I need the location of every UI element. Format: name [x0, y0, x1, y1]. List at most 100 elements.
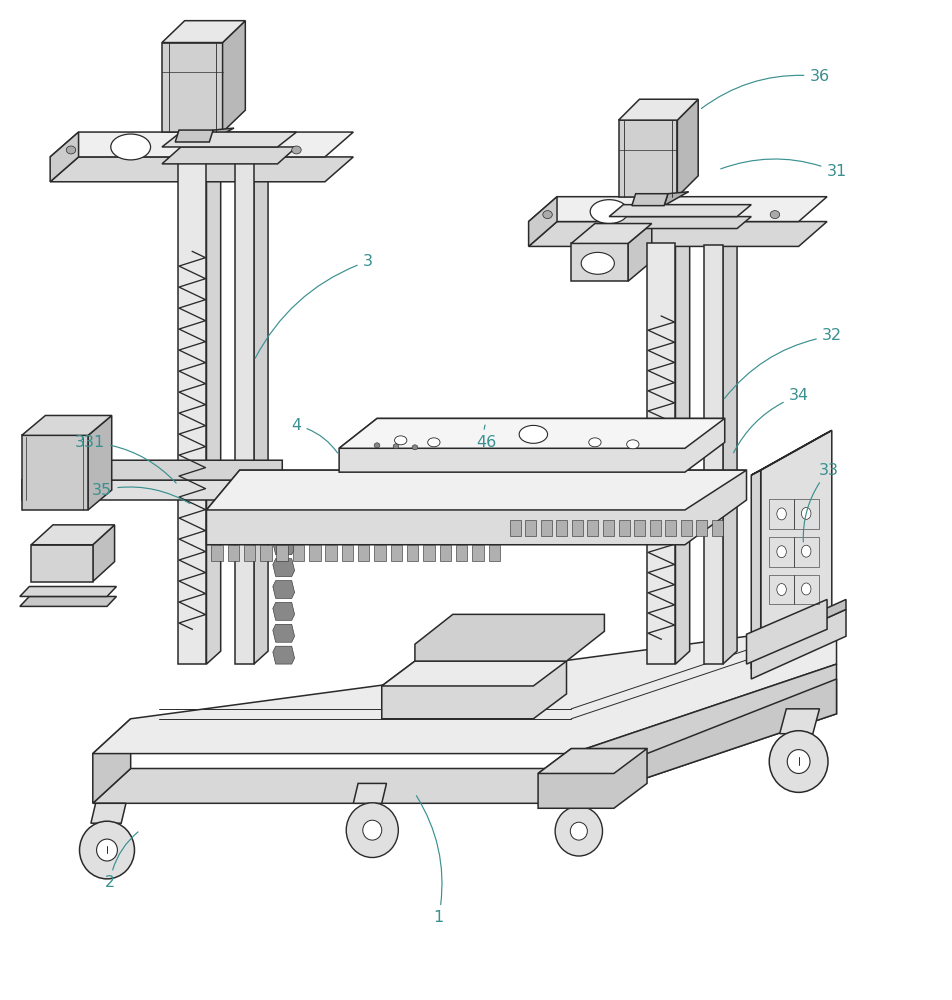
- Polygon shape: [244, 545, 255, 561]
- Polygon shape: [618, 520, 629, 536]
- Ellipse shape: [110, 134, 150, 160]
- Polygon shape: [528, 222, 826, 246]
- Ellipse shape: [291, 146, 301, 154]
- Ellipse shape: [581, 252, 614, 274]
- Ellipse shape: [801, 583, 810, 595]
- Ellipse shape: [519, 425, 547, 443]
- Ellipse shape: [801, 545, 810, 557]
- Polygon shape: [704, 245, 722, 664]
- Ellipse shape: [543, 211, 552, 219]
- Polygon shape: [750, 599, 845, 652]
- Bar: [793, 499, 818, 529]
- Ellipse shape: [776, 546, 785, 558]
- Polygon shape: [92, 624, 836, 754]
- Polygon shape: [488, 545, 500, 561]
- Polygon shape: [631, 194, 667, 206]
- Polygon shape: [272, 559, 294, 577]
- Text: 4: 4: [291, 418, 337, 453]
- Ellipse shape: [346, 803, 398, 858]
- Text: 32: 32: [724, 328, 841, 398]
- Text: 331: 331: [75, 435, 176, 483]
- Polygon shape: [677, 99, 698, 197]
- Polygon shape: [538, 749, 646, 808]
- Polygon shape: [528, 197, 826, 222]
- Polygon shape: [308, 545, 320, 561]
- Bar: [793, 575, 818, 604]
- Polygon shape: [31, 545, 92, 582]
- Polygon shape: [31, 525, 114, 545]
- Text: 31: 31: [720, 159, 845, 179]
- Polygon shape: [207, 150, 221, 664]
- Polygon shape: [209, 128, 233, 142]
- Polygon shape: [618, 99, 698, 120]
- Polygon shape: [570, 224, 651, 243]
- Polygon shape: [272, 646, 294, 664]
- Polygon shape: [228, 545, 239, 561]
- Bar: [768, 575, 793, 604]
- Text: 2: 2: [105, 832, 138, 890]
- Polygon shape: [750, 609, 845, 679]
- Polygon shape: [353, 783, 387, 803]
- Polygon shape: [223, 21, 245, 132]
- Polygon shape: [586, 520, 598, 536]
- Polygon shape: [711, 520, 723, 536]
- Polygon shape: [570, 679, 836, 803]
- Text: 1: 1: [416, 796, 444, 925]
- Bar: [768, 537, 793, 567]
- Ellipse shape: [801, 507, 810, 519]
- Polygon shape: [675, 232, 689, 664]
- Polygon shape: [339, 418, 724, 472]
- Polygon shape: [538, 749, 646, 773]
- Polygon shape: [22, 460, 282, 480]
- Polygon shape: [272, 602, 294, 620]
- Polygon shape: [608, 205, 750, 217]
- Ellipse shape: [79, 821, 134, 879]
- Ellipse shape: [393, 444, 398, 449]
- Polygon shape: [90, 803, 126, 823]
- Polygon shape: [603, 520, 613, 536]
- Polygon shape: [528, 197, 557, 246]
- Polygon shape: [608, 217, 750, 229]
- Polygon shape: [272, 515, 294, 533]
- Polygon shape: [571, 520, 583, 536]
- Polygon shape: [664, 520, 676, 536]
- Text: 3: 3: [255, 254, 372, 358]
- Polygon shape: [556, 520, 566, 536]
- Ellipse shape: [96, 839, 117, 861]
- Polygon shape: [162, 21, 245, 43]
- Polygon shape: [92, 525, 114, 582]
- Polygon shape: [779, 709, 819, 734]
- Ellipse shape: [768, 731, 827, 792]
- Ellipse shape: [626, 440, 639, 449]
- Polygon shape: [253, 145, 268, 664]
- Polygon shape: [390, 545, 402, 561]
- Ellipse shape: [394, 436, 407, 445]
- Polygon shape: [162, 132, 296, 147]
- Text: 36: 36: [701, 69, 828, 109]
- Polygon shape: [646, 243, 675, 664]
- Polygon shape: [472, 545, 484, 561]
- Ellipse shape: [555, 806, 602, 856]
- Polygon shape: [633, 520, 645, 536]
- Polygon shape: [750, 470, 760, 669]
- Polygon shape: [649, 520, 660, 536]
- Polygon shape: [358, 545, 369, 561]
- Polygon shape: [211, 545, 223, 561]
- Polygon shape: [439, 545, 450, 561]
- Polygon shape: [92, 768, 608, 803]
- Polygon shape: [162, 147, 296, 164]
- Polygon shape: [570, 664, 836, 803]
- Ellipse shape: [589, 200, 627, 224]
- Ellipse shape: [569, 822, 586, 840]
- Polygon shape: [162, 43, 223, 132]
- Ellipse shape: [67, 146, 75, 154]
- Polygon shape: [22, 435, 88, 510]
- Polygon shape: [20, 587, 116, 596]
- Polygon shape: [525, 520, 536, 536]
- Polygon shape: [423, 545, 434, 561]
- Polygon shape: [455, 545, 466, 561]
- Polygon shape: [696, 520, 706, 536]
- Text: 33: 33: [803, 463, 838, 542]
- Polygon shape: [272, 493, 294, 511]
- Polygon shape: [88, 415, 111, 510]
